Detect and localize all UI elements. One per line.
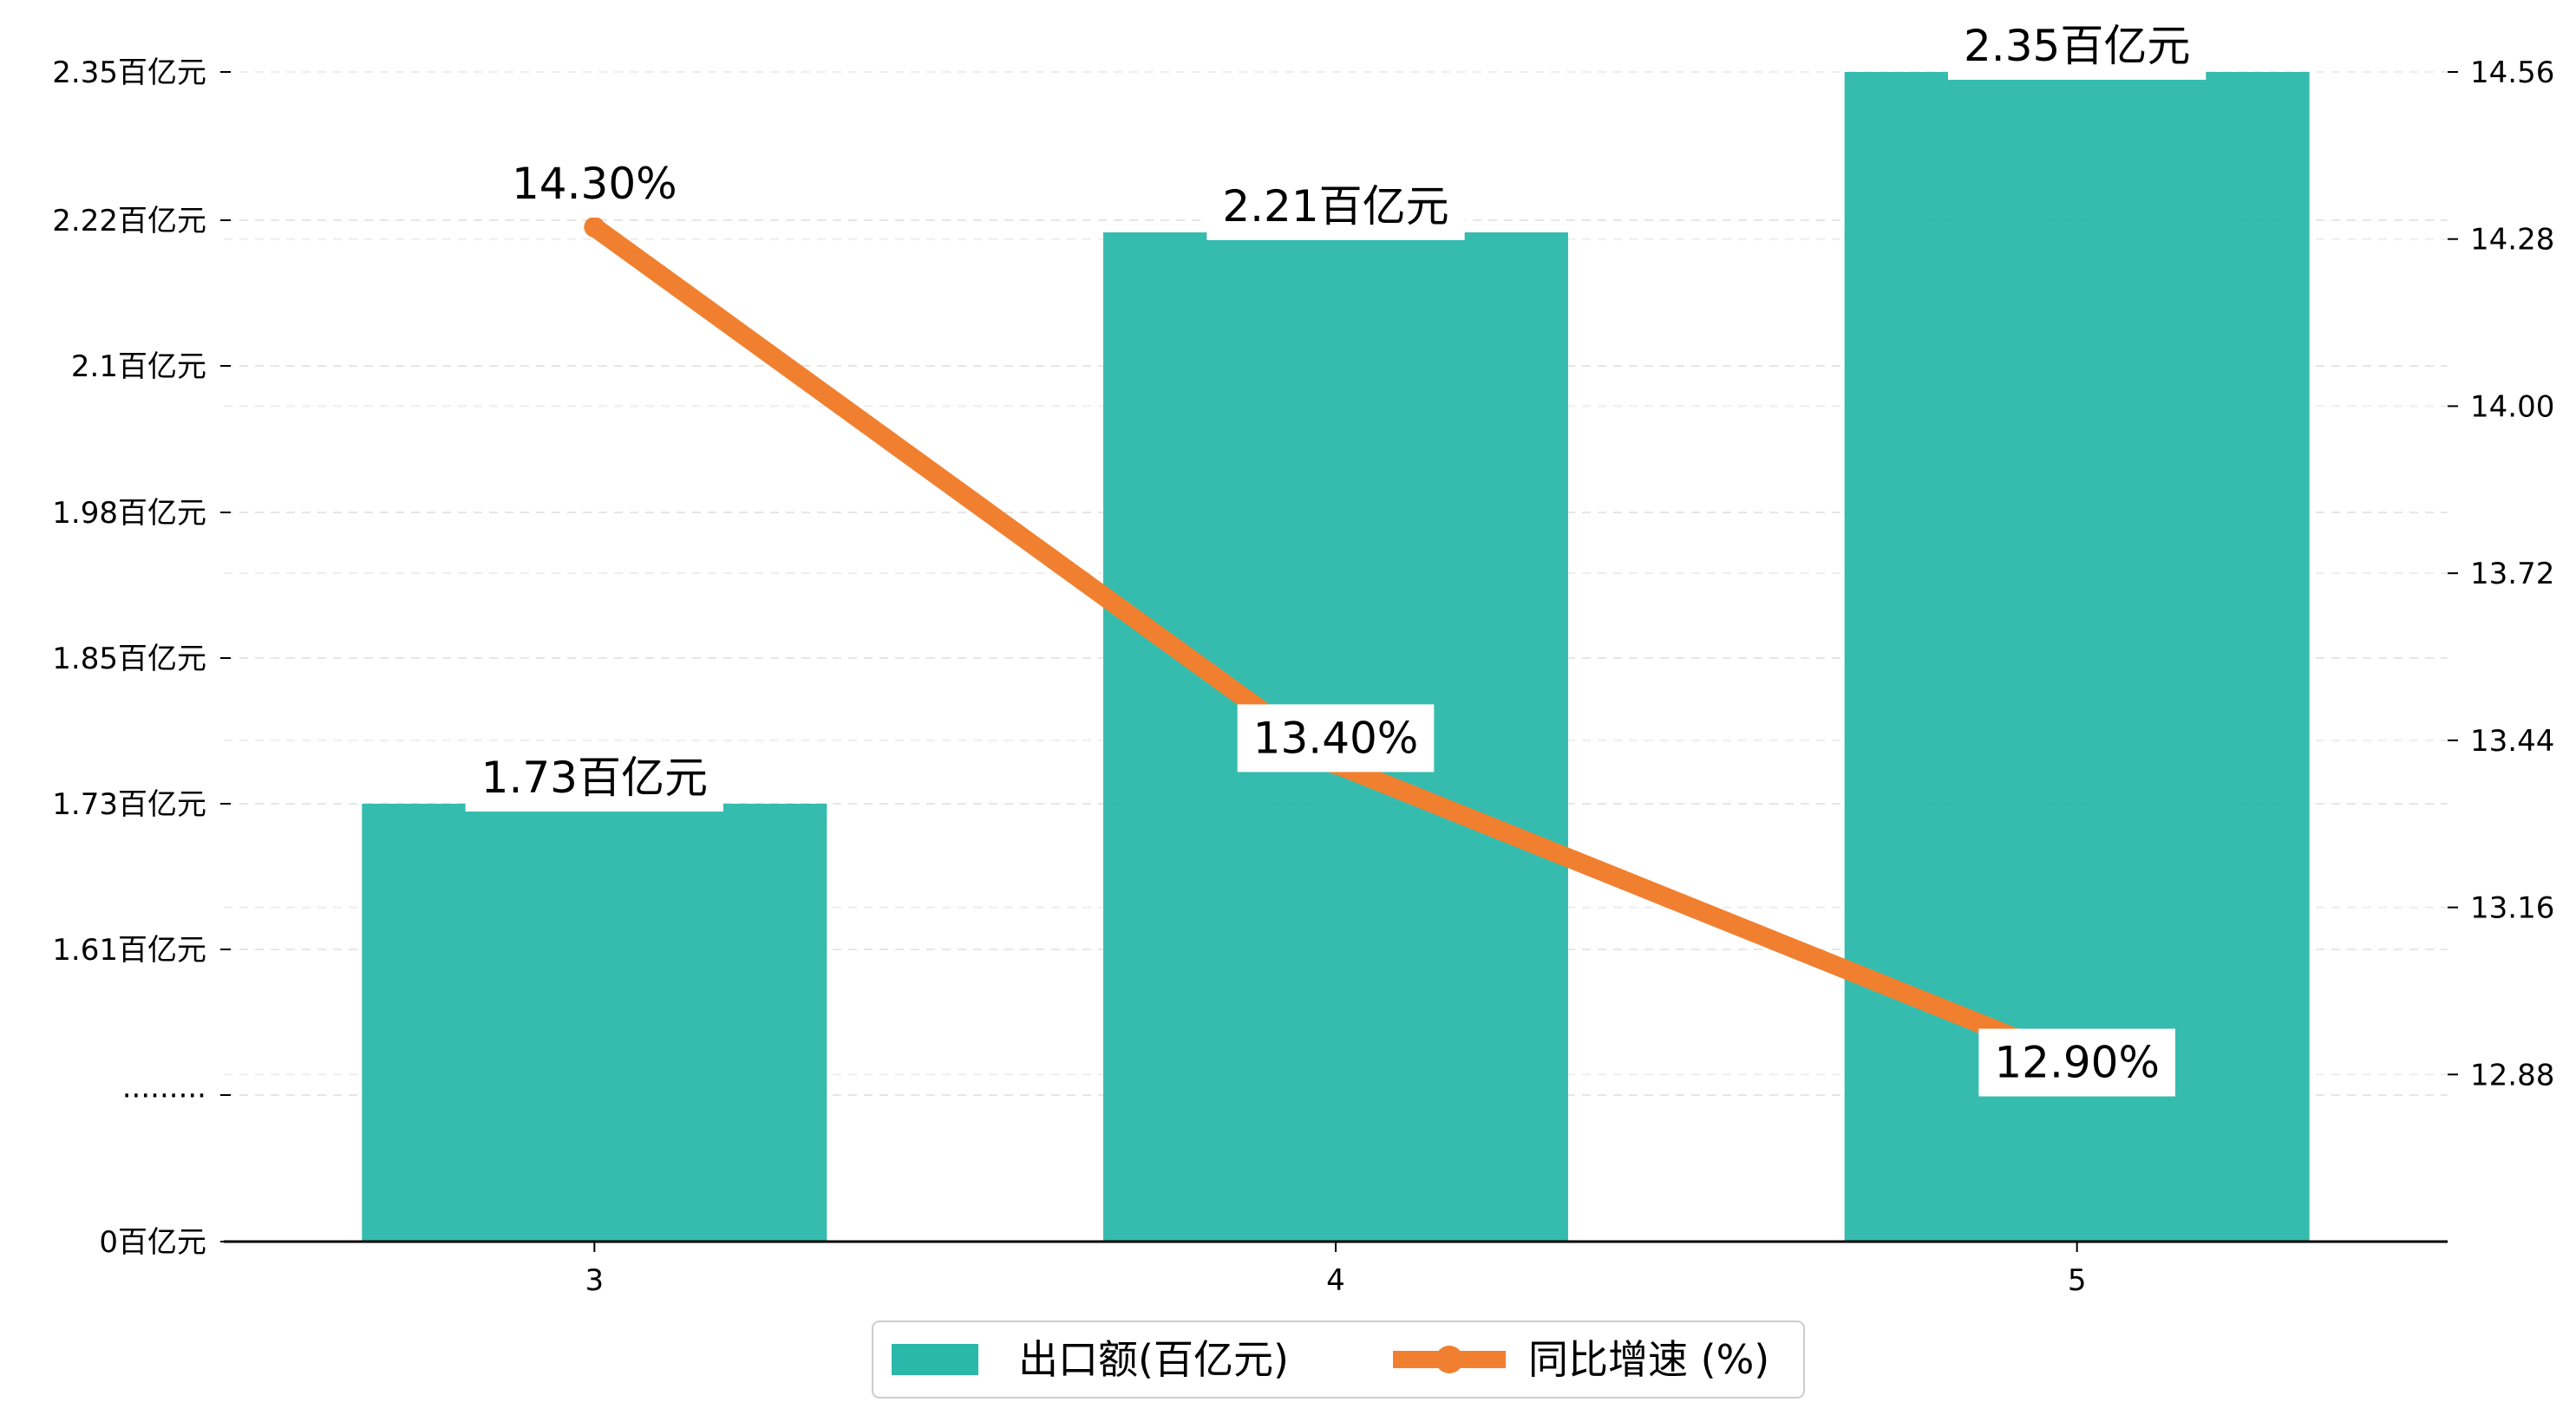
y-right-tick-label: 14.00 (2470, 389, 2554, 424)
y-left-tick-label: 0百亿元 (99, 1225, 206, 1260)
axes: 3 4 5 0百亿元 ········· 1.61百亿元 1.73百亿元 1.85百亿元 1.9… (52, 55, 2554, 1298)
line-value-label: 14.30% (496, 149, 693, 218)
bar-3 (362, 804, 827, 1242)
y-right-tick-label: 14.28 (2470, 223, 2554, 258)
y-left-tick-label: 1.85百亿元 (52, 642, 206, 676)
y-left-tick-label: 2.1百亿元 (71, 349, 206, 384)
bar-value-label: 1.73百亿元 (465, 744, 723, 812)
legend-swatch-marker (1435, 1346, 1463, 1373)
legend-swatch-bar (892, 1344, 978, 1375)
bar-value-label-box (1948, 12, 2207, 80)
y-right-tick-label: 13.44 (2470, 724, 2554, 759)
y-left-tick-label: 1.98百亿元 (52, 496, 206, 531)
bar-value-label: 2.35百亿元 (1948, 12, 2207, 80)
y-right-tick-label: 12.88 (2470, 1058, 2554, 1092)
bar-value-label-text: 2.35百亿元 (1964, 21, 2190, 71)
bar-value-label-box (465, 744, 723, 812)
bar-value-label: 2.21百亿元 (1206, 173, 1465, 240)
bar-value-label-text: 2.21百亿元 (1222, 181, 1448, 231)
line-value-label-text: 13.40% (1253, 713, 1419, 763)
data-labels: 1.73百亿元 2.21百亿元 2.35百亿元 14.30% 13.40% 12.90% (465, 12, 2207, 1097)
line-value-label-box (1237, 704, 1435, 773)
legend-label-line: 同比增速 (%) (1528, 1336, 1769, 1383)
y-left-tick-label: 2.35百亿元 (52, 55, 206, 90)
y-right-tick-label: 13.72 (2470, 557, 2554, 591)
line-value-label-text: 12.90% (1994, 1038, 2160, 1088)
line-value-label: 12.90% (1978, 1028, 2175, 1097)
legend: 出口额(百亿元) 同比增速 (%) (872, 1320, 1805, 1399)
line-value-label: 13.40% (1237, 704, 1435, 773)
y-left-tick-label: ········· (122, 1079, 206, 1113)
y-left-tick-label: 1.73百亿元 (52, 787, 206, 822)
y-right-tick-label: 13.16 (2470, 891, 2554, 926)
bar-value-label-box (1206, 173, 1465, 240)
x-tick-label: 4 (1326, 1263, 1345, 1298)
legend-box (872, 1320, 1805, 1399)
legend-label-bar: 出口额(百亿元) (1018, 1336, 1289, 1383)
line-point-3 (584, 216, 605, 238)
line-value-label-box (496, 149, 693, 218)
y-left-tick-label: 1.61百亿元 (52, 933, 206, 968)
x-tick-label: 5 (2068, 1263, 2087, 1298)
y-right-tick-label: 14.56 (2470, 55, 2554, 90)
line-value-label-box (1978, 1028, 2175, 1097)
y-left-tick-label: 2.22百亿元 (52, 204, 206, 238)
line-value-label-text: 14.30% (512, 159, 677, 209)
x-tick-label: 3 (585, 1263, 605, 1298)
bar-value-label-text: 1.73百亿元 (481, 753, 708, 803)
